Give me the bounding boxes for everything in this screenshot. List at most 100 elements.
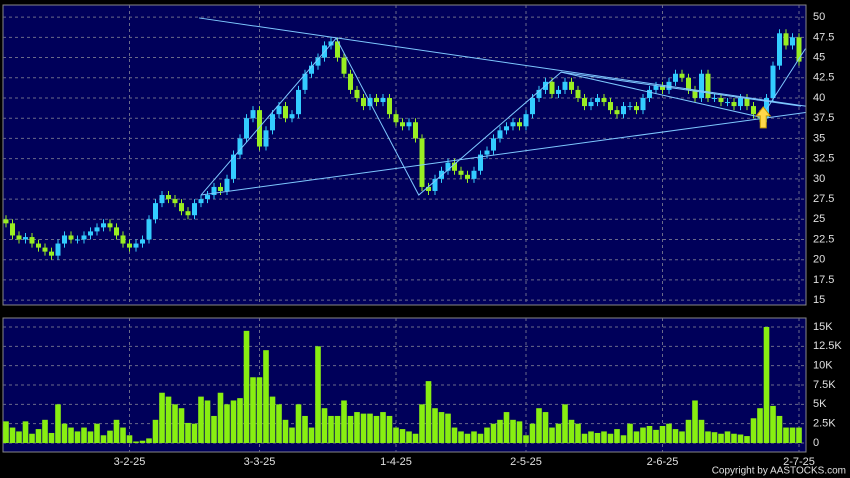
candle-body	[153, 203, 158, 220]
candle-body	[562, 81, 568, 90]
candle-body	[42, 247, 48, 252]
volume-bar	[354, 412, 360, 444]
candle-body	[179, 203, 184, 212]
candle-body	[354, 89, 360, 98]
volume-bar	[425, 381, 432, 444]
candle-body	[88, 231, 93, 236]
volume-bar	[308, 427, 315, 444]
volume-bar	[61, 423, 68, 444]
volume-bar	[35, 429, 42, 444]
candle-body	[751, 106, 756, 115]
candle-body	[679, 73, 685, 78]
y2-tick-label: 12.5K	[813, 340, 842, 352]
x-tick-label: 2-5-25	[510, 456, 542, 468]
copyright: Copyright by AASTOCKS.com	[712, 466, 846, 477]
volume-bar	[204, 400, 211, 444]
volume-bar	[360, 413, 367, 444]
volume-bar	[172, 404, 178, 444]
candle-body	[549, 81, 555, 94]
candle-body	[23, 237, 28, 240]
volume-bar	[230, 400, 237, 444]
y-tick-label: 30	[813, 173, 825, 185]
volume-bar	[685, 419, 692, 444]
volume-bar	[744, 436, 750, 444]
volume-bar	[406, 431, 412, 444]
candle-body	[517, 122, 522, 127]
volume-bar	[295, 404, 302, 444]
candle-body	[101, 223, 106, 228]
volume-bar	[224, 404, 230, 444]
candle-body	[166, 195, 171, 200]
volume-bar	[211, 415, 217, 444]
volume-bar	[250, 377, 256, 444]
y-tick-label: 22.5	[813, 233, 834, 245]
candle-body	[471, 170, 477, 179]
candle-body	[387, 97, 392, 115]
candle-body	[497, 130, 503, 139]
y2-tick-label: 15K	[813, 321, 833, 333]
candle-body	[634, 106, 639, 111]
volume-bar	[718, 433, 724, 444]
volume-bar	[620, 435, 627, 444]
candle-body	[491, 138, 496, 151]
volume-bar	[237, 398, 243, 444]
volume-bar	[341, 400, 347, 444]
candle-body	[777, 33, 782, 66]
volume-bar	[94, 423, 100, 444]
volume-bar	[68, 427, 74, 444]
volume-bar	[386, 415, 393, 444]
volume-bar	[594, 432, 601, 444]
volume-bar	[659, 426, 666, 444]
volume-bar	[555, 423, 562, 444]
candle-body	[556, 89, 561, 94]
volume-bar	[614, 429, 620, 444]
volume-bar	[705, 431, 711, 444]
candle-body	[29, 237, 35, 244]
volume-bar	[432, 408, 438, 444]
candle-body	[276, 106, 282, 115]
x-tick-label: 1-4-25	[380, 456, 412, 468]
volume-bar	[152, 419, 159, 444]
candle-body	[608, 102, 613, 111]
trend-line	[561, 71, 802, 107]
volume-bar	[737, 434, 744, 444]
volume-bar	[477, 433, 484, 444]
volume-bar	[9, 427, 16, 444]
candle-body	[120, 235, 126, 244]
volume-bar	[3, 421, 9, 444]
candle-body	[114, 227, 119, 236]
candle-body	[595, 97, 600, 103]
candle-body	[419, 138, 425, 187]
volume-bar	[185, 422, 191, 444]
volume-bar	[367, 413, 373, 444]
y2-tick-label: 7.5K	[813, 379, 836, 391]
candle-body	[393, 114, 399, 123]
volume-bar	[191, 423, 198, 444]
volume-bar	[575, 423, 581, 444]
candle-body	[673, 73, 678, 82]
x-tick-label: 3-2-25	[114, 456, 146, 468]
volume-bar	[133, 441, 139, 444]
candle-body	[302, 73, 308, 90]
volume-bar	[562, 404, 568, 444]
candle-body	[231, 154, 236, 179]
candle-body	[465, 174, 470, 179]
candle-body	[406, 122, 412, 127]
candle-body	[270, 114, 275, 131]
volume-bar	[672, 429, 679, 444]
x-tick-label: 3-3-25	[244, 456, 276, 468]
volume-bar	[724, 431, 731, 444]
candle-body	[445, 162, 451, 171]
trend-line	[200, 37, 806, 196]
volume-bar	[698, 419, 705, 444]
candle-body	[133, 243, 139, 248]
candle-body	[504, 126, 509, 131]
volume-bar	[763, 326, 770, 444]
volume-bar	[256, 377, 263, 444]
volume-bar	[165, 396, 172, 444]
candle-body	[283, 106, 288, 119]
candle-body	[510, 122, 516, 127]
candle-body	[744, 97, 750, 107]
volume-bar	[503, 412, 510, 444]
candle-body	[107, 223, 113, 228]
